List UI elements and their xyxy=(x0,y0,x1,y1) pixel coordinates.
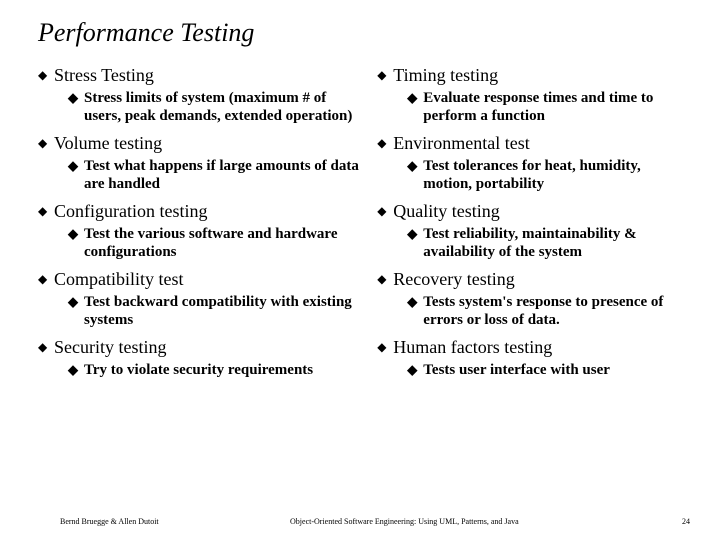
level2-row: ◆Stress limits of system (maximum # of u… xyxy=(68,89,369,127)
list-item: ◆Environmental test◆Test tolerances for … xyxy=(377,132,692,194)
level2-row: ◆Tests system's response to presence of … xyxy=(407,293,692,331)
slide-title: Performance Testing xyxy=(38,18,692,48)
level2-row: ◆Tests user interface with user xyxy=(407,361,692,380)
level1-text: Recovery testing xyxy=(393,268,692,291)
level2-row: ◆Test backward compatibility with existi… xyxy=(68,293,369,331)
level1-text: Environmental test xyxy=(393,132,692,155)
level1-row: ◆Security testing xyxy=(38,336,369,359)
diamond-bullet-icon: ◆ xyxy=(377,132,393,154)
level2-row: ◆Evaluate response times and time to per… xyxy=(407,89,692,127)
level2-row: ◆Test what happens if large amounts of d… xyxy=(68,157,369,195)
level1-row: ◆Recovery testing xyxy=(377,268,692,291)
right-column: ◆Timing testing◆Evaluate response times … xyxy=(377,64,692,385)
level2-row: ◆Test tolerances for heat, humidity, mot… xyxy=(407,157,692,195)
list-item: ◆Timing testing◆Evaluate response times … xyxy=(377,64,692,126)
list-item: ◆Recovery testing◆Tests system's respons… xyxy=(377,268,692,330)
level1-text: Stress Testing xyxy=(54,64,369,87)
diamond-bullet-icon: ◆ xyxy=(377,268,393,290)
level2-row: ◆Test the various software and hardware … xyxy=(68,225,369,263)
footer: Bernd Bruegge & Allen Dutoit Object-Orie… xyxy=(0,517,720,526)
diamond-bullet-icon: ◆ xyxy=(68,361,84,379)
diamond-bullet-icon: ◆ xyxy=(68,293,84,311)
diamond-bullet-icon: ◆ xyxy=(38,64,54,86)
footer-page-number: 24 xyxy=(650,517,690,526)
level2-text: Test the various software and hardware c… xyxy=(84,225,369,263)
level1-row: ◆Compatibility test xyxy=(38,268,369,291)
level1-row: ◆Volume testing xyxy=(38,132,369,155)
list-item: ◆Stress Testing◆Stress limits of system … xyxy=(38,64,369,126)
diamond-bullet-icon: ◆ xyxy=(407,293,423,311)
diamond-bullet-icon: ◆ xyxy=(377,336,393,358)
list-item: ◆Volume testing◆Test what happens if lar… xyxy=(38,132,369,194)
level2-row: ◆Try to violate security requirements xyxy=(68,361,369,380)
list-item: ◆Configuration testing◆Test the various … xyxy=(38,200,369,262)
list-item: ◆Security testing◆Try to violate securit… xyxy=(38,336,369,379)
level1-text: Configuration testing xyxy=(54,200,369,223)
diamond-bullet-icon: ◆ xyxy=(377,64,393,86)
level1-row: ◆Stress Testing xyxy=(38,64,369,87)
diamond-bullet-icon: ◆ xyxy=(38,268,54,290)
level1-text: Compatibility test xyxy=(54,268,369,291)
slide: Performance Testing ◆Stress Testing◆Stre… xyxy=(0,0,720,540)
level2-text: Evaluate response times and time to perf… xyxy=(423,89,692,127)
diamond-bullet-icon: ◆ xyxy=(407,225,423,243)
level1-row: ◆Configuration testing xyxy=(38,200,369,223)
diamond-bullet-icon: ◆ xyxy=(38,200,54,222)
level1-row: ◆Human factors testing xyxy=(377,336,692,359)
level2-text: Test what happens if large amounts of da… xyxy=(84,157,369,195)
diamond-bullet-icon: ◆ xyxy=(38,132,54,154)
diamond-bullet-icon: ◆ xyxy=(68,225,84,243)
level2-text: Tests system's response to presence of e… xyxy=(423,293,692,331)
level1-text: Quality testing xyxy=(393,200,692,223)
footer-title: Object-Oriented Software Engineering: Us… xyxy=(159,517,650,526)
level2-text: Test reliability, maintainability & avai… xyxy=(423,225,692,263)
diamond-bullet-icon: ◆ xyxy=(38,336,54,358)
level2-text: Try to violate security requirements xyxy=(84,361,369,380)
content-columns: ◆Stress Testing◆Stress limits of system … xyxy=(38,64,692,385)
level1-row: ◆Environmental test xyxy=(377,132,692,155)
level1-text: Security testing xyxy=(54,336,369,359)
list-item: ◆Quality testing◆Test reliability, maint… xyxy=(377,200,692,262)
level2-text: Test tolerances for heat, humidity, moti… xyxy=(423,157,692,195)
level2-text: Tests user interface with user xyxy=(423,361,692,380)
diamond-bullet-icon: ◆ xyxy=(68,89,84,107)
diamond-bullet-icon: ◆ xyxy=(407,89,423,107)
diamond-bullet-icon: ◆ xyxy=(377,200,393,222)
level1-text: Volume testing xyxy=(54,132,369,155)
footer-author: Bernd Bruegge & Allen Dutoit xyxy=(60,517,159,526)
level2-row: ◆Test reliability, maintainability & ava… xyxy=(407,225,692,263)
level2-text: Test backward compatibility with existin… xyxy=(84,293,369,331)
level1-row: ◆Timing testing xyxy=(377,64,692,87)
diamond-bullet-icon: ◆ xyxy=(68,157,84,175)
left-column: ◆Stress Testing◆Stress limits of system … xyxy=(38,64,369,385)
diamond-bullet-icon: ◆ xyxy=(407,361,423,379)
diamond-bullet-icon: ◆ xyxy=(407,157,423,175)
level1-row: ◆Quality testing xyxy=(377,200,692,223)
level1-text: Human factors testing xyxy=(393,336,692,359)
list-item: ◆Compatibility test◆Test backward compat… xyxy=(38,268,369,330)
level2-text: Stress limits of system (maximum # of us… xyxy=(84,89,369,127)
level1-text: Timing testing xyxy=(393,64,692,87)
list-item: ◆Human factors testing◆Tests user interf… xyxy=(377,336,692,379)
